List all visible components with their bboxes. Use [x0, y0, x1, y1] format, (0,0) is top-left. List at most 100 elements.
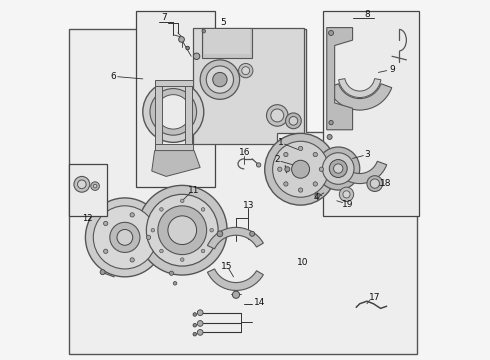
Circle shape: [313, 182, 318, 186]
Polygon shape: [202, 28, 252, 58]
Circle shape: [298, 188, 303, 192]
Circle shape: [201, 208, 205, 211]
Circle shape: [151, 228, 155, 232]
Circle shape: [232, 291, 240, 298]
Wedge shape: [333, 161, 387, 184]
Circle shape: [103, 221, 108, 226]
Bar: [136, 12, 215, 187]
Circle shape: [150, 89, 196, 135]
Circle shape: [298, 146, 303, 150]
Bar: [69, 164, 107, 216]
Circle shape: [179, 37, 184, 42]
Circle shape: [265, 134, 337, 205]
Circle shape: [160, 208, 163, 211]
Circle shape: [130, 213, 134, 217]
Polygon shape: [193, 28, 304, 144]
Text: 17: 17: [369, 293, 381, 302]
Circle shape: [93, 184, 97, 188]
Circle shape: [160, 249, 163, 253]
Circle shape: [329, 31, 334, 36]
Circle shape: [267, 105, 288, 126]
Wedge shape: [207, 227, 263, 249]
Circle shape: [334, 164, 343, 173]
Circle shape: [317, 147, 360, 190]
Polygon shape: [327, 28, 353, 130]
Circle shape: [147, 194, 218, 266]
Circle shape: [256, 163, 261, 167]
Polygon shape: [69, 30, 417, 354]
Text: 16: 16: [239, 148, 251, 157]
Circle shape: [103, 249, 108, 253]
Circle shape: [147, 235, 151, 239]
Circle shape: [197, 329, 203, 335]
Circle shape: [278, 167, 282, 171]
Text: 7: 7: [161, 13, 167, 22]
Circle shape: [242, 67, 250, 75]
Circle shape: [117, 229, 133, 245]
Circle shape: [339, 187, 354, 202]
Text: 3: 3: [365, 150, 370, 159]
Text: 14: 14: [254, 298, 265, 307]
Circle shape: [173, 282, 177, 285]
Text: 19: 19: [342, 200, 353, 209]
Circle shape: [210, 228, 214, 232]
Text: 9: 9: [389, 65, 395, 74]
Circle shape: [91, 182, 99, 190]
Circle shape: [285, 167, 290, 172]
Circle shape: [193, 323, 196, 327]
Polygon shape: [155, 81, 162, 151]
Text: 2: 2: [274, 155, 280, 164]
Circle shape: [158, 206, 207, 255]
Wedge shape: [328, 84, 392, 110]
Circle shape: [367, 176, 383, 192]
Circle shape: [370, 179, 379, 188]
Circle shape: [85, 198, 164, 277]
Circle shape: [74, 176, 90, 192]
Circle shape: [170, 271, 173, 275]
Circle shape: [343, 191, 350, 198]
Text: 10: 10: [296, 258, 308, 267]
Circle shape: [286, 113, 301, 129]
Circle shape: [329, 159, 347, 177]
Text: 6: 6: [110, 72, 116, 81]
Circle shape: [193, 313, 196, 316]
Text: 15: 15: [220, 262, 232, 271]
Circle shape: [322, 153, 354, 184]
Polygon shape: [155, 80, 193, 86]
Circle shape: [137, 185, 227, 275]
Circle shape: [250, 231, 255, 236]
Circle shape: [284, 182, 288, 186]
Circle shape: [197, 310, 203, 316]
Text: 12: 12: [82, 214, 93, 223]
Circle shape: [168, 216, 196, 244]
Circle shape: [143, 81, 204, 142]
Circle shape: [200, 60, 240, 99]
Circle shape: [193, 332, 196, 336]
Polygon shape: [204, 30, 250, 54]
Circle shape: [186, 46, 190, 50]
Circle shape: [272, 141, 329, 197]
Circle shape: [130, 258, 134, 262]
Circle shape: [180, 258, 184, 261]
Circle shape: [319, 167, 323, 171]
Wedge shape: [207, 269, 263, 291]
Circle shape: [110, 222, 140, 252]
Circle shape: [201, 249, 205, 253]
Text: 5: 5: [220, 18, 225, 27]
Circle shape: [289, 117, 298, 125]
Circle shape: [206, 66, 234, 93]
Circle shape: [197, 320, 203, 326]
Circle shape: [329, 121, 333, 125]
Circle shape: [284, 152, 288, 157]
Polygon shape: [152, 150, 200, 176]
Polygon shape: [155, 144, 193, 150]
Circle shape: [77, 180, 86, 189]
Text: 1: 1: [278, 138, 284, 147]
Text: 4: 4: [314, 193, 319, 202]
Text: 13: 13: [243, 201, 254, 210]
Circle shape: [239, 63, 253, 78]
Wedge shape: [339, 78, 381, 98]
Text: 11: 11: [188, 185, 200, 194]
Text: 8: 8: [364, 10, 370, 19]
Circle shape: [100, 270, 105, 275]
